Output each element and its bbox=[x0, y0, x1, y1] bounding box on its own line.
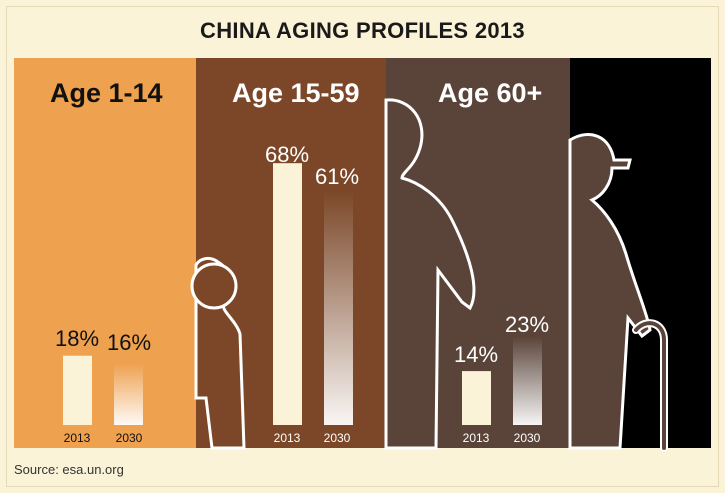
year-label-working-2030: 2030 bbox=[323, 431, 351, 445]
year-label-youth-2013: 2013 bbox=[63, 431, 91, 445]
year-label-elderly-2030: 2030 bbox=[513, 431, 541, 445]
label-age-60: Age 60+ bbox=[438, 78, 543, 108]
bar-group bbox=[63, 163, 542, 425]
year-label-youth-2030: 2030 bbox=[115, 431, 143, 445]
year-label-working-2013: 2013 bbox=[273, 431, 301, 445]
value-label-youth-2030: 16% bbox=[106, 330, 152, 355]
source-note: Source: esa.un.org bbox=[14, 462, 124, 477]
bar-working-2030 bbox=[324, 190, 353, 425]
label-age-15-59: Age 15-59 bbox=[232, 78, 360, 108]
value-label-working-2013: 68% bbox=[264, 142, 310, 167]
bar-working-2013 bbox=[273, 163, 302, 425]
value-label-elderly-2013: 14% bbox=[453, 342, 499, 367]
bar-elderly-2030 bbox=[513, 336, 542, 425]
value-label-elderly-2030: 23% bbox=[504, 312, 550, 337]
youth-panel bbox=[14, 58, 210, 448]
chart-title: CHINA AGING PROFILES 2013 bbox=[200, 18, 525, 43]
year-label-elderly-2013: 2013 bbox=[462, 431, 490, 445]
bar-youth-2013 bbox=[63, 355, 92, 425]
bar-youth-2030 bbox=[114, 363, 143, 425]
child-head bbox=[190, 262, 238, 310]
label-age-1-14: Age 1-14 bbox=[50, 78, 163, 108]
value-label-youth-2013: 18% bbox=[54, 326, 100, 351]
value-label-working-2030: 61% bbox=[314, 164, 360, 189]
adult-silhouette bbox=[384, 98, 476, 450]
elderly-silhouette bbox=[568, 133, 652, 450]
bar-elderly-2013 bbox=[462, 371, 491, 425]
